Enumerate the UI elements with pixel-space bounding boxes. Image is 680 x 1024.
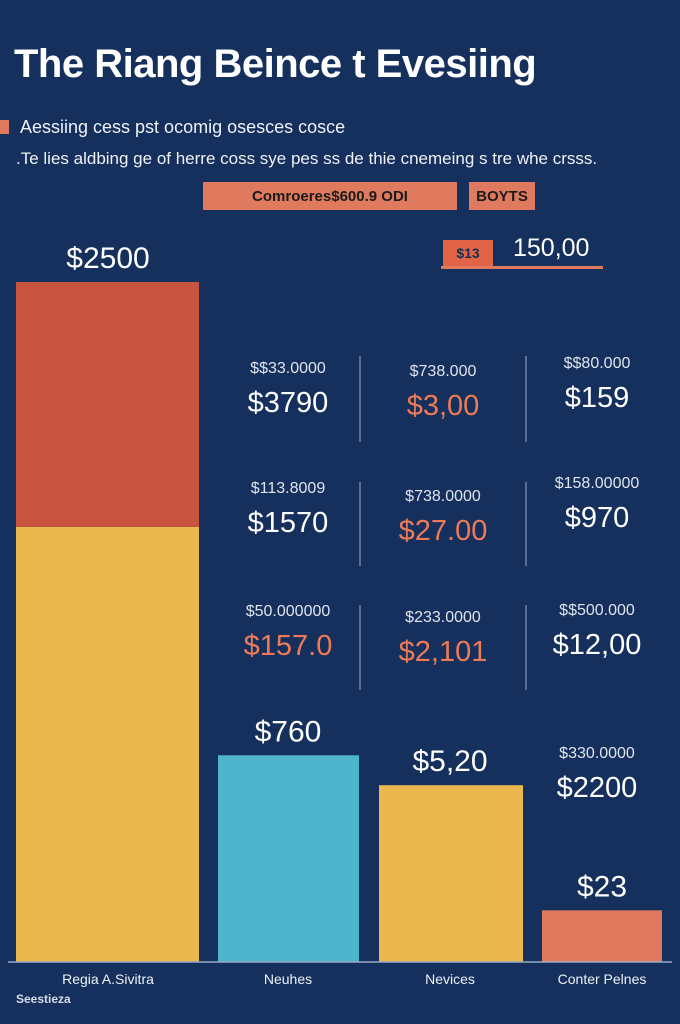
x-tick-label: Neuhes [264,971,312,987]
bar-3-segment-4 [542,910,662,962]
bar-0-segment-0 [16,526,199,962]
annotation-value: $1570 [248,507,329,539]
annotation-value: $12,00 [553,629,642,661]
annotation-value: $2200 [557,772,638,804]
bar-2-segment-3 [379,785,523,962]
annotation-small: $$33.0000 [250,360,326,377]
bar-value-label: $23 [577,870,627,903]
x-tick-label: Nevices [425,971,475,987]
bar-0-segment-1 [16,282,199,527]
bar-value-label: $5,20 [412,745,487,778]
badge-underline [441,266,603,269]
x-tick-label: Conter Pelnes [558,971,647,987]
annotation-small: $738.0000 [405,488,481,505]
x-tick-label: Regia A.Sivitra [62,971,154,987]
annotation-small: $113.8009 [251,480,326,497]
annotation-small: $50.000000 [246,603,331,620]
chart-description: .Te lies aldbing ge of herre coss sye pe… [16,149,598,168]
chart-subtitle: Aessiing cess pst ocomig osesces cosce [20,117,346,137]
bar-value-label: $2500 [66,242,149,275]
annotation-value: $970 [565,502,630,534]
annotation-value: $157.0 [244,630,333,662]
subtitle-marker [0,120,9,134]
badge-value: 150,00 [513,234,590,262]
bar-value-label: $760 [255,715,322,748]
annotation-small: $330.0000 [559,745,635,762]
annotation-value: $3790 [248,387,329,419]
bar-1-segment-2 [218,755,359,962]
annotation-value: $27.00 [399,515,488,547]
annotation-value: $3,00 [407,390,480,422]
annotation-small: $738.000 [410,363,477,380]
header-box-left: Comroeres$600.9 ODI [203,182,457,210]
badge-tag: $13 [443,240,493,266]
annotation-small: $$80.000 [564,355,631,372]
annotation-small: $$500.000 [559,602,635,619]
annotation-small: $233.0000 [405,609,481,626]
annotation-small: $158.00000 [555,475,640,492]
header-box-right: BOYTS [469,182,535,210]
annotation-value: $2,101 [399,636,488,668]
source-note: Seestieza [16,992,71,1006]
annotation-value: $159 [565,382,630,414]
chart-title: The Riang Beince t Evesiing [14,42,537,86]
